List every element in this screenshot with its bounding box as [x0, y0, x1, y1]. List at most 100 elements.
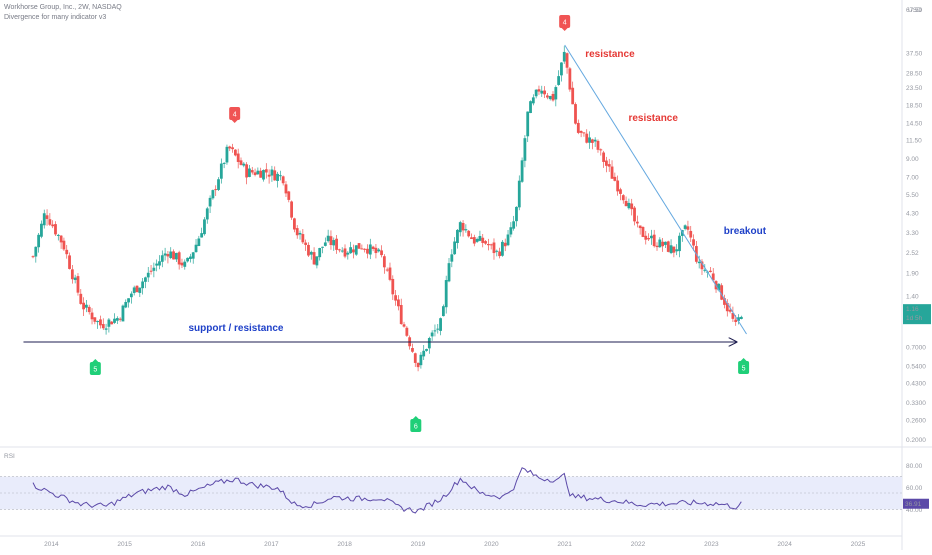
low-badge-2019-pointer [412, 416, 419, 419]
candle-body [138, 287, 142, 293]
candle-body [366, 248, 369, 254]
price-axis-tick-label: 4.30 [906, 210, 919, 217]
current-badge-2023-box [738, 361, 750, 374]
candle-body [264, 169, 268, 173]
candle-body [70, 269, 74, 280]
candle-body [458, 222, 462, 233]
candle-body [475, 238, 479, 242]
candle-body [613, 176, 617, 181]
candle-body [607, 164, 611, 167]
peak-badge-2016: 4 [229, 107, 241, 123]
candle-body [489, 244, 493, 246]
candles-group [31, 46, 743, 372]
candle-body [644, 235, 648, 240]
candle-body [37, 234, 41, 248]
candle-body [276, 173, 279, 181]
candle-body [422, 350, 426, 357]
candle-body [174, 252, 178, 260]
candle-body [388, 267, 392, 280]
candle-body [293, 218, 296, 230]
candle-body [54, 224, 57, 235]
candle-body [99, 319, 102, 326]
resistance-label-top: resistance [585, 49, 635, 60]
candle-body [619, 189, 622, 194]
candle-body [79, 293, 83, 304]
price-axis-tick-label: 14.50 [906, 121, 923, 128]
candle-body [565, 53, 569, 68]
candle-body [180, 262, 184, 266]
candle-body [340, 250, 344, 252]
candle-body [284, 184, 288, 194]
candle-body [225, 146, 229, 163]
candle-body [267, 174, 271, 177]
candle-body [658, 239, 662, 248]
candle-body [467, 230, 471, 237]
candle-body [65, 249, 69, 255]
candle-body [554, 87, 558, 100]
candle-body [222, 162, 226, 164]
candle-body [337, 249, 341, 251]
candle-body [627, 202, 631, 209]
candle-body [380, 250, 383, 256]
candle-body [666, 241, 670, 252]
price-axis-tick-label: 1.90 [906, 271, 919, 278]
candle-body [703, 269, 707, 271]
candle-body [307, 244, 310, 256]
time-axis-tick-label: 2022 [631, 541, 646, 548]
indicator-title: Divergence for many indicator v3 [4, 14, 107, 21]
candle-body [453, 241, 457, 255]
peak-badge-2021-text: 4 [563, 20, 567, 27]
candle-body [197, 238, 201, 246]
candle-body [602, 152, 606, 162]
candle-body [45, 215, 49, 219]
candle-body [290, 201, 293, 218]
price-axis-tick-label: 11.50 [906, 138, 922, 145]
candle-body [616, 180, 620, 192]
candle-body [82, 302, 85, 310]
candle-body [717, 283, 721, 291]
current-badge-2023-text: 5 [742, 366, 746, 373]
candle-body [484, 241, 487, 244]
candle-body [560, 62, 563, 76]
candle-body [534, 89, 538, 97]
rsi-title: RSI [4, 453, 15, 460]
candle-body [217, 179, 220, 190]
candle-body [486, 243, 490, 246]
candle-body [641, 226, 645, 237]
candle-body [633, 207, 636, 222]
candle-body [427, 338, 431, 349]
candle-body [354, 245, 358, 255]
price-axis-tick-label: 2.52 [906, 250, 919, 257]
candle-body [700, 261, 704, 270]
candle-body [686, 226, 690, 230]
price-axis-tick-label: 0.3300 [906, 400, 926, 407]
candle-body [529, 101, 532, 114]
candle-body [301, 234, 305, 243]
candle-body [250, 170, 254, 173]
candle-body [191, 252, 195, 259]
candle-body [472, 237, 476, 244]
candle-body [295, 228, 299, 236]
candle-body [121, 305, 125, 322]
time-axis-tick-label: 2019 [411, 541, 426, 548]
candle-body [368, 244, 372, 255]
peak-badge-2021-pointer [561, 28, 568, 31]
candle-body [419, 354, 423, 366]
current-badge-2023: 5 [738, 358, 750, 374]
candle-body [200, 233, 204, 238]
candle-body [397, 299, 400, 307]
price-axis-tick-label: 9.00 [906, 156, 919, 163]
candle-body [62, 240, 66, 250]
candle-body [332, 240, 336, 246]
candle-body [278, 175, 282, 177]
candle-body [503, 242, 507, 247]
low-badge-2019-text: 6 [414, 424, 418, 431]
time-axis-tick-label: 2016 [191, 541, 206, 548]
candle-body [335, 238, 338, 250]
candle-body [51, 224, 55, 227]
candle-body [31, 256, 35, 258]
candle-body [273, 170, 277, 181]
candle-body [166, 254, 170, 257]
